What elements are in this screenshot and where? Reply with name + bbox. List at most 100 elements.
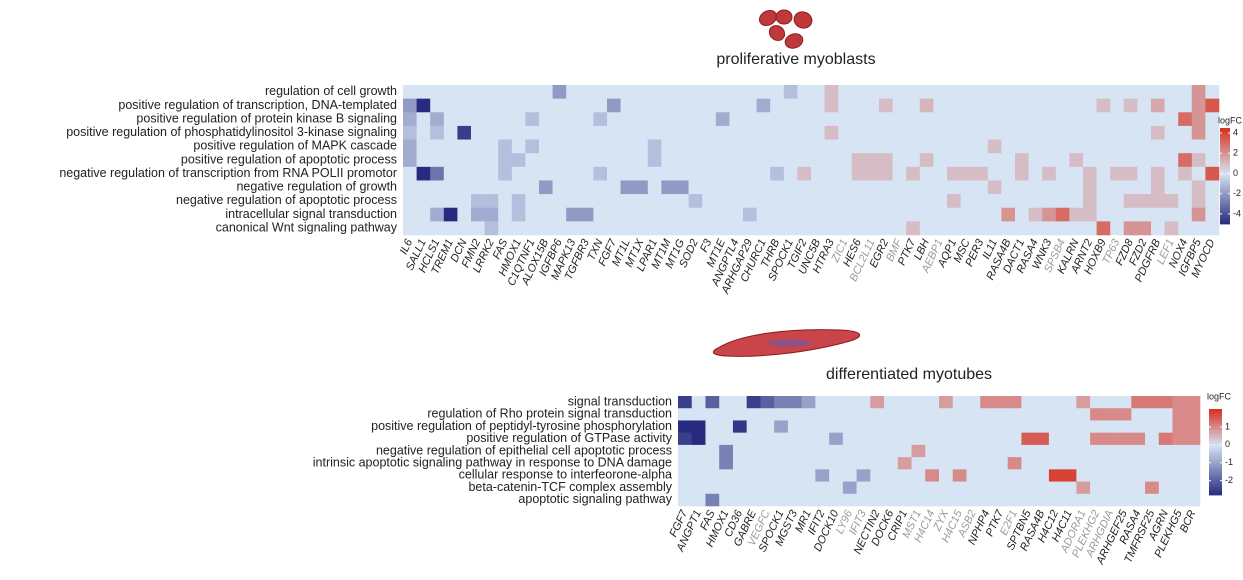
heat-cell [580,85,594,99]
heat-cell [1015,167,1029,181]
colorbar-segment [1220,166,1230,169]
heat-cell [634,221,648,235]
heat-cell [1015,85,1029,99]
heat-cell [539,99,553,113]
heat-cell [1131,494,1145,507]
heat-cell [1083,112,1097,126]
heat-cell [1063,433,1077,446]
heat-cell [757,208,771,222]
heat-cell [1042,85,1056,99]
heat-cell [920,99,934,113]
heat-cell [593,99,607,113]
heat-cell [933,112,947,126]
heat-cell [457,126,471,140]
heat-cell [539,167,553,181]
heat-cell [802,433,816,446]
heat-cell [1097,126,1111,140]
heat-cell [988,221,1002,235]
colorbar-segment [1220,154,1230,157]
colorbar-segment [1220,178,1230,181]
heat-cell [865,194,879,208]
heat-cell [1090,469,1104,482]
heat-cell [553,126,567,140]
heat-cell [788,457,802,470]
heat-cell [743,112,757,126]
heat-cell [953,396,967,409]
heat-cell [857,433,871,446]
heat-cell [485,221,499,235]
heat-cell [525,126,539,140]
heat-cell [457,112,471,126]
heat-cell [870,469,884,482]
heat-cell [1192,153,1206,167]
heat-cell [553,208,567,222]
heat-cell [689,180,703,194]
heat-cell [512,112,526,126]
heat-cell [1008,408,1022,421]
heat-cell [593,126,607,140]
heat-cell [865,167,879,181]
heat-cell [1015,140,1029,154]
heat-cell [1104,445,1118,458]
heat-cell [1083,208,1097,222]
heat-cell [1076,469,1090,482]
heat-cell [457,221,471,235]
heat-cell [729,126,743,140]
heat-cell [939,420,953,433]
heat-cell [757,167,771,181]
heat-cell [770,99,784,113]
heat-cell [784,194,798,208]
row-label: negative regulation of apoptotic process [176,193,397,207]
heat-cell [733,396,747,409]
heat-cell [678,457,692,470]
colorbar-segment [1220,145,1230,148]
heat-cell [1137,221,1151,235]
heat-cell [966,396,980,409]
heat-cell [788,408,802,421]
heat-cell [553,221,567,235]
heat-cell [966,433,980,446]
heat-cell [729,194,743,208]
colorbar-label: 4 [1233,127,1238,137]
heat-cell [1069,180,1083,194]
heat-cell [525,167,539,181]
heat-cell [920,153,934,167]
heat-cell [1069,221,1083,235]
heat-cell [852,167,866,181]
heat-cell [716,153,730,167]
heat-cell [729,180,743,194]
heat-cell [898,408,912,421]
heat-cell [430,167,444,181]
heat-cell [770,167,784,181]
heat-cell [403,85,417,99]
heat-cell [879,153,893,167]
heat-cell [1104,457,1118,470]
heat-cell [920,167,934,181]
heat-cell [1205,167,1219,181]
heat-cell [705,482,719,495]
heat-cell [525,85,539,99]
heat-cell [566,221,580,235]
heat-cell [675,221,689,235]
heat-cell [525,99,539,113]
heat-cell [829,408,843,421]
heat-cell [512,126,526,140]
heat-cell [417,99,431,113]
heat-cell [884,469,898,482]
legend-title: logFC [1207,391,1232,401]
heat-cell [661,85,675,99]
heat-cell [733,420,747,433]
heat-cell [815,420,829,433]
colorbar-segment [1220,214,1230,217]
heat-cell [1110,99,1124,113]
heat-cell [1192,167,1206,181]
heat-cell [1192,85,1206,99]
heat-cell [815,482,829,495]
heat-cell [884,420,898,433]
heat-cell [1186,482,1200,495]
heat-cell [966,420,980,433]
heat-cell [1173,482,1187,495]
heat-cell [870,420,884,433]
colorbar-segment [1220,181,1230,184]
heat-cell [1090,433,1104,446]
